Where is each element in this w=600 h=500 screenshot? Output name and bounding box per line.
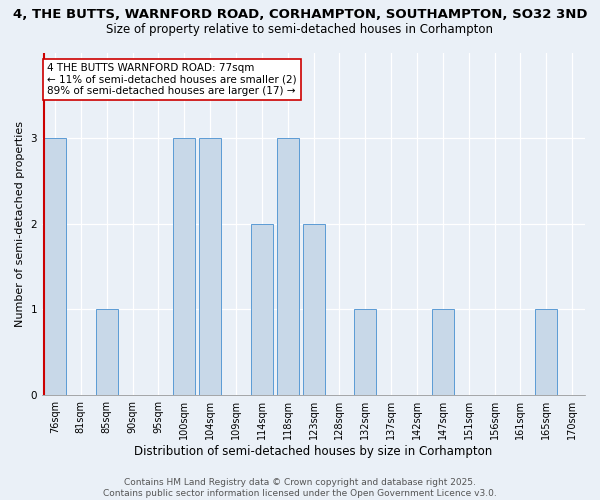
Text: 4, THE BUTTS, WARNFORD ROAD, CORHAMPTON, SOUTHAMPTON, SO32 3ND: 4, THE BUTTS, WARNFORD ROAD, CORHAMPTON,… <box>13 8 587 20</box>
Text: Contains HM Land Registry data © Crown copyright and database right 2025.
Contai: Contains HM Land Registry data © Crown c… <box>103 478 497 498</box>
Text: 4 THE BUTTS WARNFORD ROAD: 77sqm
← 11% of semi-detached houses are smaller (2)
8: 4 THE BUTTS WARNFORD ROAD: 77sqm ← 11% o… <box>47 63 297 96</box>
Bar <box>535 309 557 395</box>
Bar <box>199 138 221 395</box>
Bar <box>95 309 118 395</box>
X-axis label: Distribution of semi-detached houses by size in Corhampton: Distribution of semi-detached houses by … <box>134 444 493 458</box>
Bar <box>44 138 66 395</box>
Bar <box>432 309 454 395</box>
Bar <box>302 224 325 395</box>
Bar <box>173 138 195 395</box>
Text: Size of property relative to semi-detached houses in Corhampton: Size of property relative to semi-detach… <box>107 22 493 36</box>
Y-axis label: Number of semi-detached properties: Number of semi-detached properties <box>15 120 25 326</box>
Bar <box>251 224 273 395</box>
Bar <box>277 138 299 395</box>
Bar <box>354 309 376 395</box>
